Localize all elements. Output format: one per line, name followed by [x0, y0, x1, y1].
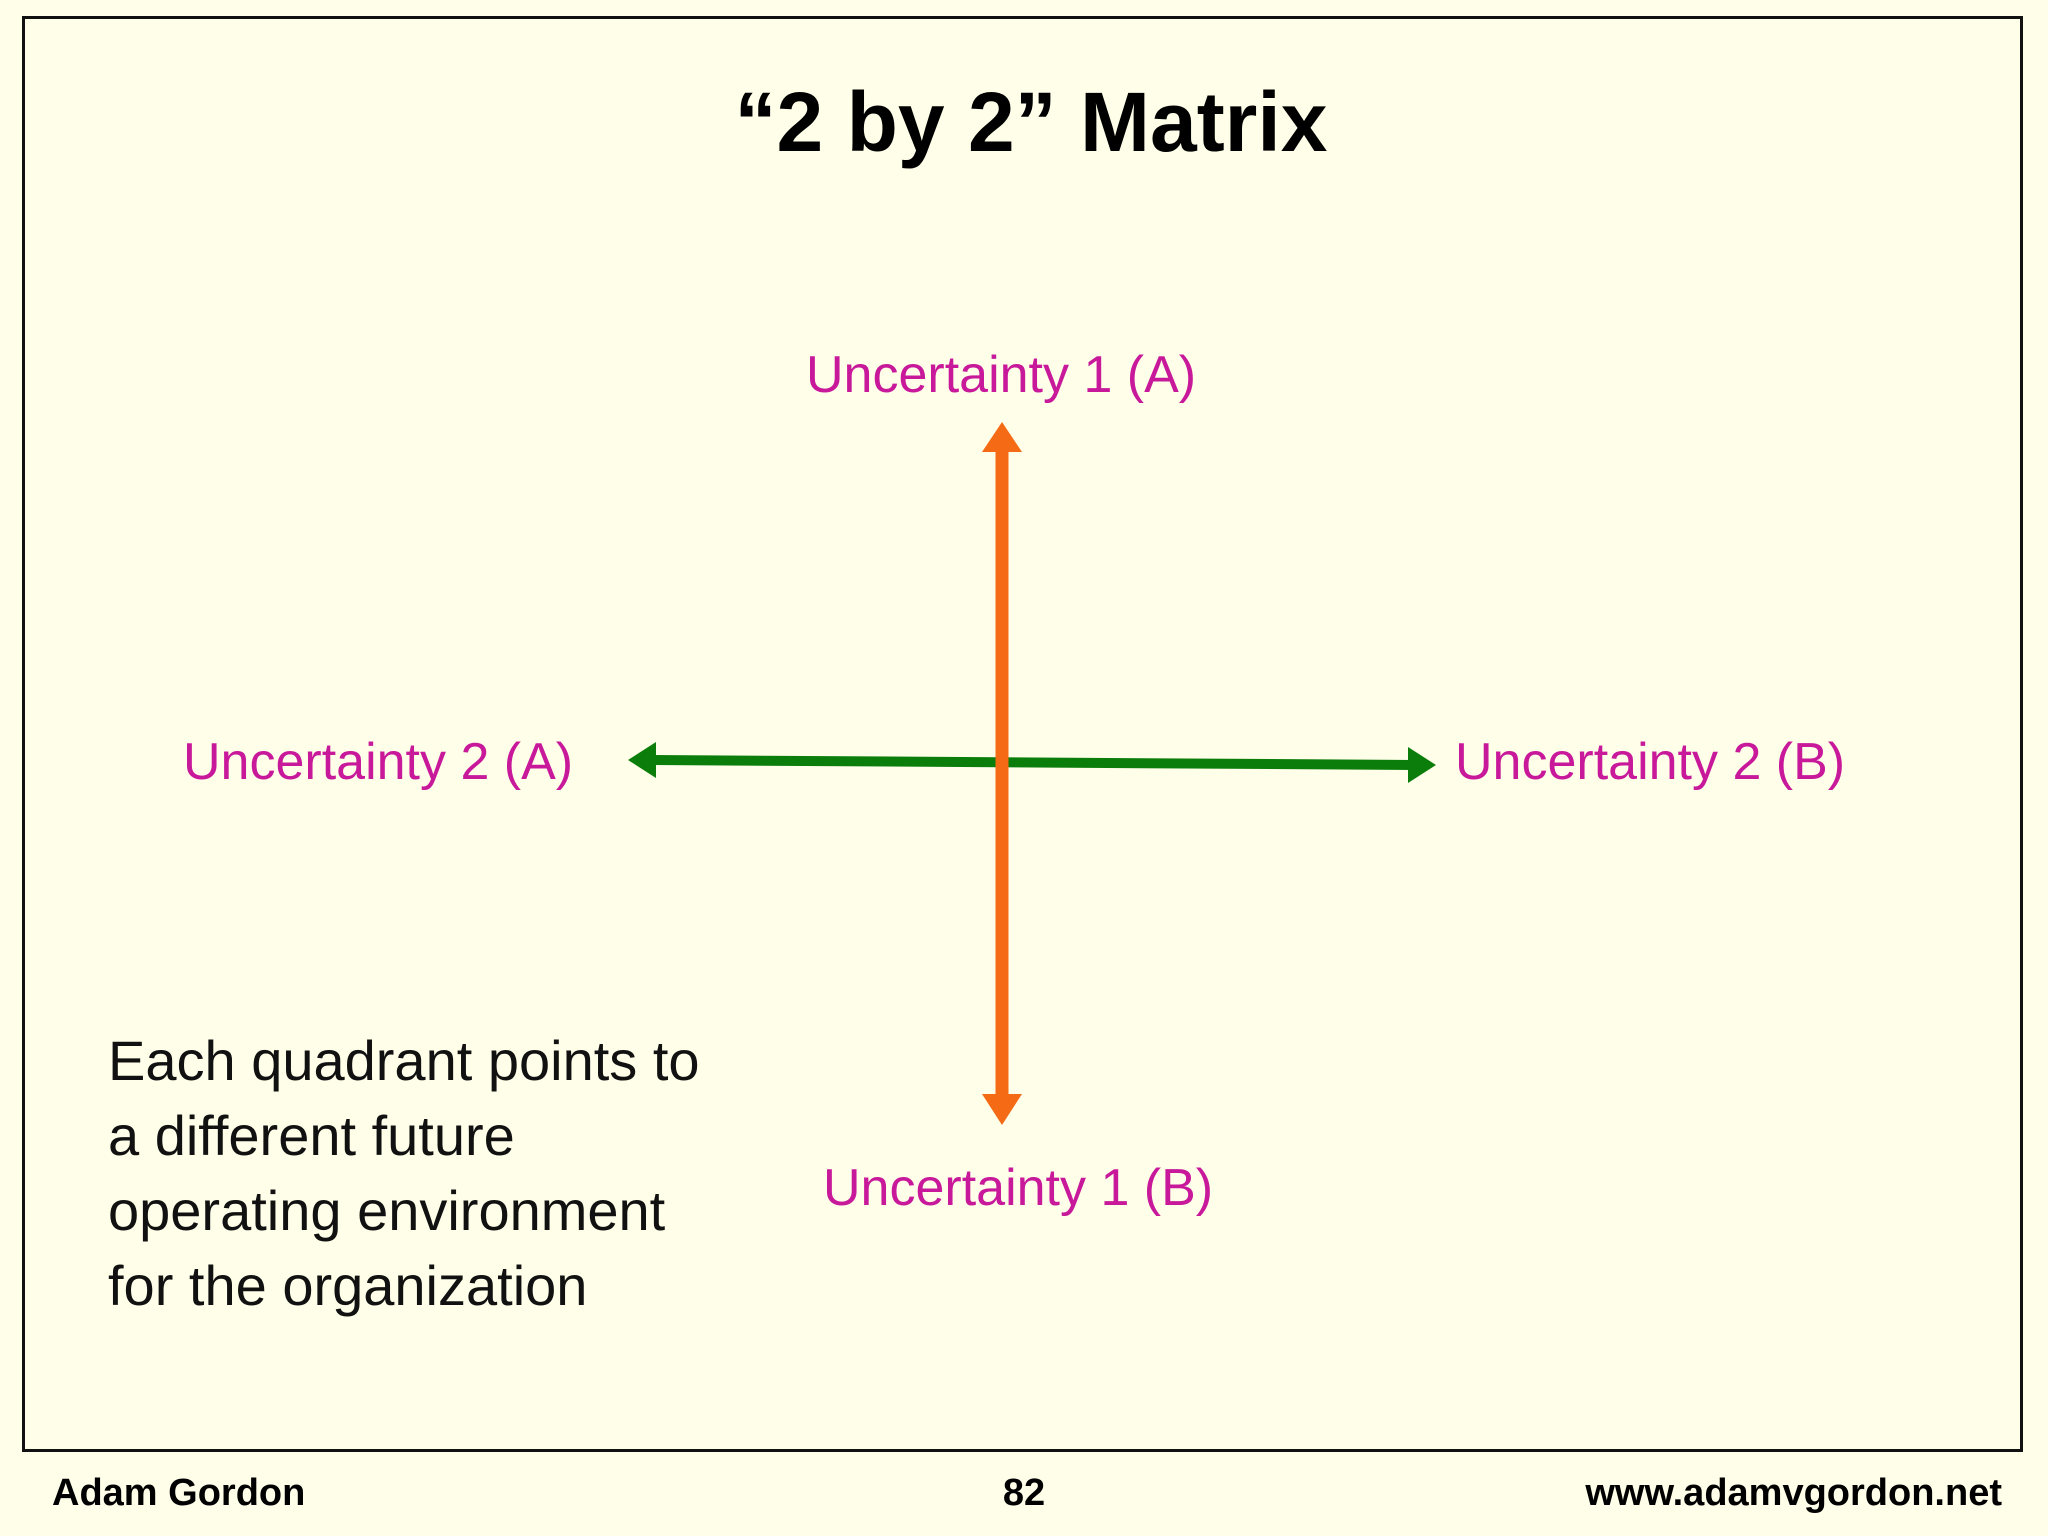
- vertical-axis-arrow: [982, 422, 1022, 1125]
- footer-website: www.adamvgordon.net: [1585, 1472, 2002, 1514]
- top-arrowhead: [982, 422, 1022, 452]
- quadrant-note: Each quadrant points to a different futu…: [108, 1029, 700, 1317]
- left-arrowhead: [628, 742, 656, 778]
- uncertainty-2a-label: Uncertainty 2 (A): [183, 733, 574, 791]
- bottom-arrowhead: [982, 1094, 1022, 1125]
- footer-author: Adam Gordon: [52, 1472, 306, 1514]
- slide-title: “2 by 2” Matrix: [734, 75, 1328, 169]
- uncertainty-1a-label: Uncertainty 1 (A): [806, 346, 1197, 404]
- uncertainty-2b-label: Uncertainty 2 (B): [1455, 733, 1846, 791]
- footer-page-number: 82: [1002, 1472, 1046, 1514]
- horizontal-axis-arrow: [628, 742, 1436, 783]
- uncertainty-1b-label: Uncertainty 1 (B): [823, 1159, 1214, 1217]
- slide-frame: [22, 16, 2023, 1452]
- right-arrowhead: [1408, 747, 1436, 783]
